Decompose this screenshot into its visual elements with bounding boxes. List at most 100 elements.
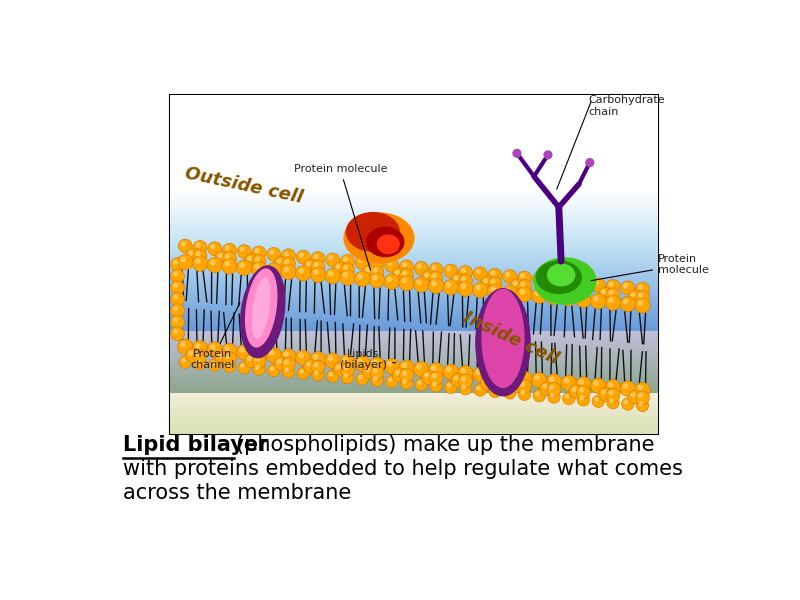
Circle shape	[402, 263, 406, 266]
Circle shape	[461, 284, 466, 289]
Circle shape	[373, 368, 377, 373]
Circle shape	[370, 366, 384, 380]
Circle shape	[418, 264, 422, 268]
Circle shape	[422, 371, 436, 385]
Circle shape	[569, 385, 583, 398]
Circle shape	[432, 281, 436, 286]
Circle shape	[606, 280, 620, 293]
Circle shape	[561, 291, 577, 306]
Circle shape	[433, 382, 436, 386]
Circle shape	[174, 307, 178, 310]
Circle shape	[578, 394, 590, 406]
Circle shape	[561, 376, 577, 391]
Circle shape	[447, 383, 450, 387]
Circle shape	[314, 371, 318, 374]
Circle shape	[414, 277, 429, 292]
Circle shape	[531, 288, 547, 304]
Circle shape	[178, 339, 193, 355]
Circle shape	[594, 398, 598, 401]
Circle shape	[579, 295, 583, 299]
Circle shape	[487, 284, 502, 299]
Circle shape	[609, 298, 613, 302]
Circle shape	[576, 292, 591, 308]
Circle shape	[170, 269, 185, 283]
Circle shape	[373, 268, 377, 272]
Circle shape	[639, 402, 642, 405]
Circle shape	[251, 346, 266, 361]
Circle shape	[254, 349, 259, 353]
Circle shape	[458, 365, 474, 381]
Circle shape	[609, 291, 613, 295]
Circle shape	[218, 354, 222, 358]
Circle shape	[174, 283, 178, 287]
Circle shape	[295, 350, 311, 365]
Circle shape	[170, 257, 185, 271]
Ellipse shape	[536, 261, 582, 293]
Circle shape	[255, 257, 259, 261]
Circle shape	[473, 367, 488, 382]
Circle shape	[196, 243, 200, 247]
Circle shape	[428, 363, 444, 378]
Circle shape	[342, 371, 354, 384]
Circle shape	[443, 364, 458, 380]
Circle shape	[491, 271, 495, 275]
Circle shape	[223, 360, 236, 373]
Circle shape	[284, 352, 289, 356]
Circle shape	[370, 357, 385, 373]
Circle shape	[638, 301, 642, 305]
Circle shape	[399, 268, 414, 282]
Circle shape	[336, 265, 340, 269]
Circle shape	[521, 283, 525, 286]
Circle shape	[518, 380, 531, 394]
Circle shape	[447, 267, 450, 271]
Text: Protein
molecule: Protein molecule	[591, 254, 709, 281]
Circle shape	[282, 358, 295, 371]
Circle shape	[628, 390, 642, 404]
Circle shape	[606, 388, 620, 402]
Circle shape	[550, 385, 554, 389]
Circle shape	[222, 352, 237, 365]
Circle shape	[311, 360, 325, 374]
Circle shape	[310, 267, 326, 283]
Circle shape	[458, 266, 473, 280]
Circle shape	[226, 254, 230, 259]
Circle shape	[566, 395, 569, 398]
Circle shape	[387, 277, 392, 281]
Circle shape	[510, 379, 524, 393]
Circle shape	[535, 291, 539, 295]
Text: across the membrane: across the membrane	[123, 482, 351, 503]
Circle shape	[513, 149, 521, 157]
Circle shape	[624, 284, 628, 287]
Circle shape	[343, 366, 347, 370]
Circle shape	[245, 354, 258, 368]
Circle shape	[634, 298, 650, 313]
Circle shape	[620, 296, 635, 311]
Circle shape	[415, 379, 427, 391]
Circle shape	[445, 381, 457, 394]
Circle shape	[444, 264, 458, 278]
Circle shape	[635, 282, 650, 296]
Circle shape	[402, 371, 406, 375]
Circle shape	[395, 271, 399, 274]
Circle shape	[343, 266, 347, 269]
Circle shape	[285, 260, 289, 264]
Circle shape	[506, 373, 510, 377]
Circle shape	[226, 363, 230, 366]
Circle shape	[488, 377, 502, 391]
Circle shape	[189, 251, 193, 255]
Circle shape	[373, 361, 377, 365]
Circle shape	[358, 375, 362, 379]
Text: Protein
channel: Protein channel	[190, 303, 240, 370]
Circle shape	[577, 385, 590, 399]
Circle shape	[577, 277, 590, 290]
Circle shape	[384, 359, 399, 374]
Circle shape	[218, 254, 222, 257]
Circle shape	[326, 370, 339, 382]
Circle shape	[536, 392, 539, 395]
Circle shape	[395, 371, 399, 374]
Circle shape	[208, 242, 222, 256]
Circle shape	[174, 272, 178, 276]
Circle shape	[314, 270, 318, 274]
Circle shape	[590, 293, 606, 309]
Circle shape	[285, 251, 289, 256]
